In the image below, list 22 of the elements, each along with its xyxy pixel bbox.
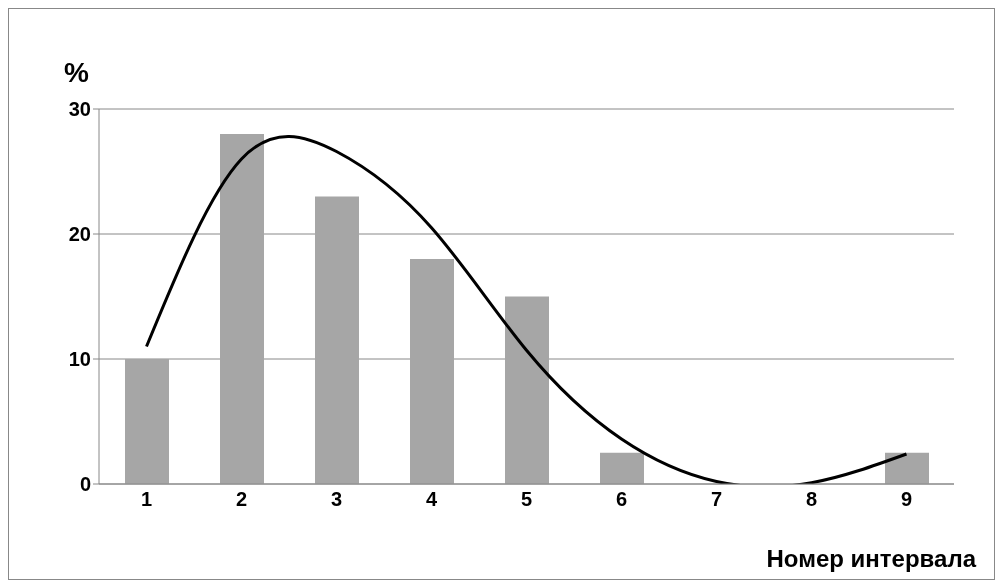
bar: [885, 452, 929, 484]
bar: [220, 134, 264, 484]
x-tick-label: 3: [330, 488, 343, 511]
bar: [315, 196, 359, 484]
x-tick-label: 9: [900, 488, 913, 511]
x-tick-label: 7: [710, 488, 723, 511]
y-axis-title: %: [64, 57, 89, 89]
x-tick-label: 8: [805, 488, 818, 511]
x-axis-title: Номер интервала: [766, 545, 976, 573]
x-tick-label: 4: [425, 488, 438, 511]
y-tick-label: 0: [79, 473, 91, 496]
bar: [125, 359, 169, 484]
x-tick-label: 2: [235, 488, 248, 511]
x-tick-label: 6: [615, 488, 628, 511]
bar: [600, 452, 644, 484]
y-tick-label: 20: [68, 223, 91, 246]
y-tick-label: 30: [68, 98, 91, 121]
bar: [410, 259, 454, 484]
x-tick-label: 1: [140, 488, 153, 511]
x-tick-label: 5: [520, 488, 533, 511]
bar: [505, 296, 549, 484]
y-tick-label: 10: [68, 348, 91, 371]
